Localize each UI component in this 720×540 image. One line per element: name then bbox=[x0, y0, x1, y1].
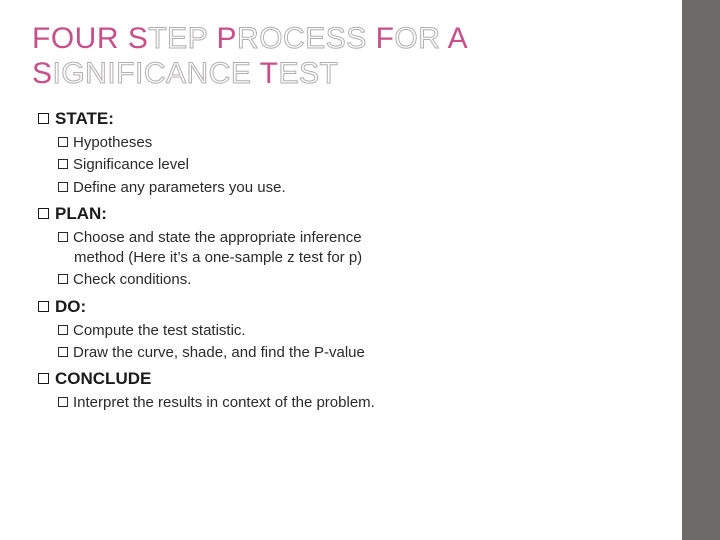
sub-item: Significance level bbox=[58, 155, 650, 175]
square-bullet-icon bbox=[58, 397, 68, 407]
section-head-label: CONCLUDE bbox=[55, 369, 151, 388]
sub-item-text: Significance level bbox=[73, 156, 189, 173]
title-word: T bbox=[260, 57, 279, 90]
title-word: TEP bbox=[148, 22, 207, 55]
sub-item: Compute the test statistic. bbox=[58, 321, 650, 341]
sub-item-text: Choose and state the appropriate inferen… bbox=[73, 229, 362, 246]
section-head-plan: PLAN: bbox=[38, 204, 650, 224]
sub-item: Check conditions. bbox=[58, 270, 650, 290]
square-bullet-icon bbox=[58, 182, 68, 192]
section-head-label: PLAN: bbox=[55, 204, 107, 223]
right-stripe bbox=[682, 0, 720, 540]
square-bullet-icon bbox=[58, 137, 68, 147]
title-line-1: FOUR STEP PROCESS FOR A bbox=[32, 22, 650, 57]
title-line-2: SIGNIFICANCE TEST bbox=[32, 57, 650, 92]
square-bullet-icon bbox=[38, 113, 49, 124]
title-word: FOUR bbox=[32, 22, 119, 55]
slide-body: FOUR STEP PROCESS FOR A SIGNIFICANCE TES… bbox=[0, 0, 682, 540]
sub-item-continuation: method (Here it’s a one-sample z test fo… bbox=[74, 248, 650, 268]
sub-item: Define any parameters you use. bbox=[58, 178, 650, 198]
sub-item-text: Check conditions. bbox=[73, 271, 191, 288]
section-head-conclude: CONCLUDE bbox=[38, 369, 650, 389]
sub-item: Interpret the results in context of the … bbox=[58, 393, 650, 413]
section-head-label: STATE: bbox=[55, 109, 114, 128]
sub-item-text: Compute the test statistic. bbox=[73, 322, 246, 339]
section-head-do: DO: bbox=[38, 297, 650, 317]
square-bullet-icon bbox=[58, 159, 68, 169]
title-word: EST bbox=[279, 57, 339, 90]
square-bullet-icon bbox=[58, 347, 68, 357]
section-head-state: STATE: bbox=[38, 109, 650, 129]
square-bullet-icon bbox=[38, 373, 49, 384]
square-bullet-icon bbox=[38, 301, 49, 312]
square-bullet-icon bbox=[38, 208, 49, 219]
sub-item-text: Draw the curve, shade, and find the P-va… bbox=[73, 344, 365, 361]
title-word: F bbox=[376, 22, 395, 55]
sub-item: Choose and state the appropriate inferen… bbox=[58, 228, 650, 269]
square-bullet-icon bbox=[58, 325, 68, 335]
title-word: ROCESS bbox=[237, 22, 367, 55]
square-bullet-icon bbox=[58, 274, 68, 284]
title-word: S bbox=[32, 57, 53, 90]
sub-item: Hypotheses bbox=[58, 133, 650, 153]
title-word: A bbox=[448, 22, 469, 55]
square-bullet-icon bbox=[58, 232, 68, 242]
sub-item-text: Hypotheses bbox=[73, 134, 152, 151]
title-word: OR bbox=[394, 22, 440, 55]
title-word: S bbox=[128, 22, 149, 55]
sub-item-text: Define any parameters you use. bbox=[73, 179, 286, 196]
slide-title: FOUR STEP PROCESS FOR A SIGNIFICANCE TES… bbox=[32, 22, 650, 91]
sub-item: Draw the curve, shade, and find the P-va… bbox=[58, 343, 650, 363]
section-head-label: DO: bbox=[55, 297, 86, 316]
sub-item-text: Interpret the results in context of the … bbox=[73, 394, 375, 411]
title-word: P bbox=[217, 22, 238, 55]
title-word: IGNIFICANCE bbox=[53, 57, 252, 90]
